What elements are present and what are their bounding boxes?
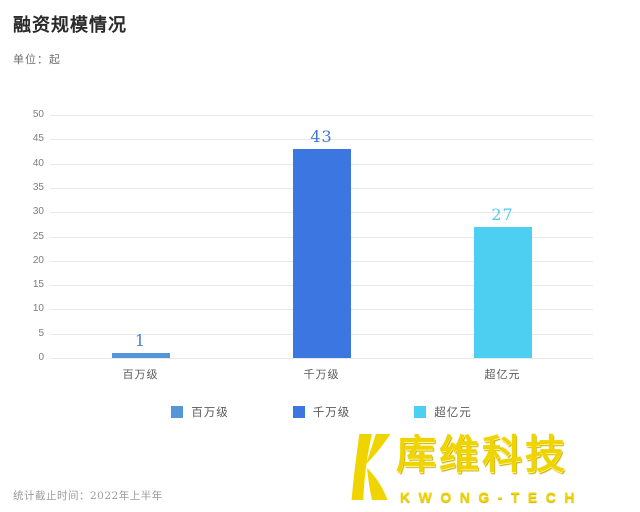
legend-label: 千万级: [312, 407, 351, 419]
category-label: 超亿元: [484, 369, 521, 381]
legend-swatch: [171, 406, 184, 418]
logo-chinese-name: 库维科技: [396, 433, 568, 477]
gridline: [50, 115, 593, 116]
y-tick-label: 10: [32, 303, 44, 315]
legend-label: 超亿元: [434, 407, 472, 419]
y-tick-label: 25: [32, 230, 44, 242]
chart-legend: 百万级 千万级 超亿元: [50, 404, 593, 420]
category-label: 百万级: [122, 369, 159, 381]
bar-超亿元: [473, 226, 532, 358]
y-tick-label: 20: [32, 254, 44, 266]
plot-area: 0 5 10 15 20 25 30 35 40 45 50 1 百万级 43 千万级 27 超亿元: [33, 109, 593, 381]
legend-swatch: [414, 406, 427, 418]
y-tick-label: 40: [32, 157, 44, 169]
kwong-tech-logo: 库维科技 KWONG-TECH: [351, 434, 583, 505]
data-cutoff-note: 统计截止时间：2022年上半年: [13, 490, 163, 502]
category-label: 千万级: [303, 369, 340, 381]
y-tick-label: 50: [32, 109, 44, 120]
y-tick-label: 45: [32, 133, 44, 145]
legend-item-百万级: 百万级: [171, 404, 229, 420]
legend-label: 百万级: [191, 407, 229, 419]
bar-value-label: 1: [134, 331, 147, 351]
y-tick-label: 30: [32, 206, 44, 218]
y-tick-label: 35: [32, 181, 44, 193]
legend-item-千万级: 千万级: [292, 404, 351, 420]
bar-百万级: [111, 353, 170, 358]
legend-swatch: [292, 406, 305, 418]
y-tick-label: 5: [38, 327, 44, 339]
y-tick-label: 0: [38, 352, 44, 363]
bar-value-label: 43: [310, 127, 333, 147]
gridline: [50, 358, 593, 359]
kwong-tech-logo-k-icon: [351, 434, 391, 505]
y-tick-label: 15: [32, 279, 44, 291]
legend-item-超亿元: 超亿元: [414, 404, 472, 420]
gridline: [50, 139, 593, 141]
chart-title: 融资规模情况: [13, 15, 127, 36]
bar-千万级: [292, 149, 351, 358]
kwong-tech-logo-text: 库维科技 KWONG-TECH: [396, 434, 583, 505]
logo-english-name: KWONG-TECH: [400, 489, 583, 505]
unit-label: 单位：起: [13, 53, 61, 66]
bar-value-label: 27: [491, 204, 514, 224]
